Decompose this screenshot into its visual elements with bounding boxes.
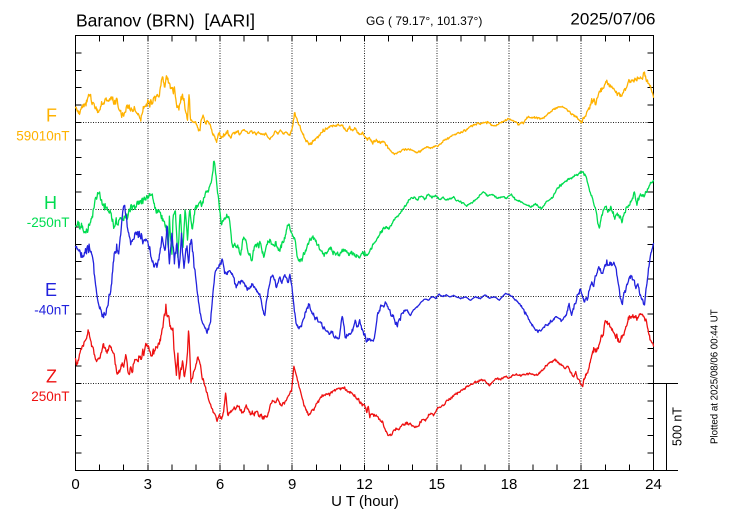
svg-text:GG ( 79.17°, 101.37°): GG ( 79.17°, 101.37°) [366,14,482,28]
svg-text:F: F [46,106,57,126]
svg-text:U T (hour): U T (hour) [331,493,399,510]
svg-text:H: H [44,193,57,213]
svg-text:9: 9 [288,476,296,493]
svg-text:15: 15 [428,476,445,493]
svg-text:24: 24 [645,476,662,493]
svg-text:12: 12 [356,476,373,493]
svg-text:-40nT: -40nT [34,303,69,318]
svg-text:Baranov (BRN) [AARI]: Baranov (BRN) [AARI] [76,11,255,31]
svg-text:-250nT: -250nT [27,215,70,230]
svg-text:18: 18 [501,476,518,493]
svg-text:59010nT: 59010nT [16,129,69,144]
svg-text:E: E [45,280,57,300]
svg-text:21: 21 [573,476,590,493]
svg-text:0: 0 [71,476,79,493]
svg-text:6: 6 [216,476,224,493]
svg-text:3: 3 [144,476,152,493]
svg-text:500 nT: 500 nT [671,407,685,446]
svg-text:Plotted at 2025/08/06 00:44 UT: Plotted at 2025/08/06 00:44 UT [710,309,721,444]
svg-text:Z: Z [46,367,57,387]
svg-text:2025/07/06: 2025/07/06 [570,10,655,29]
svg-text:250nT: 250nT [31,389,69,404]
